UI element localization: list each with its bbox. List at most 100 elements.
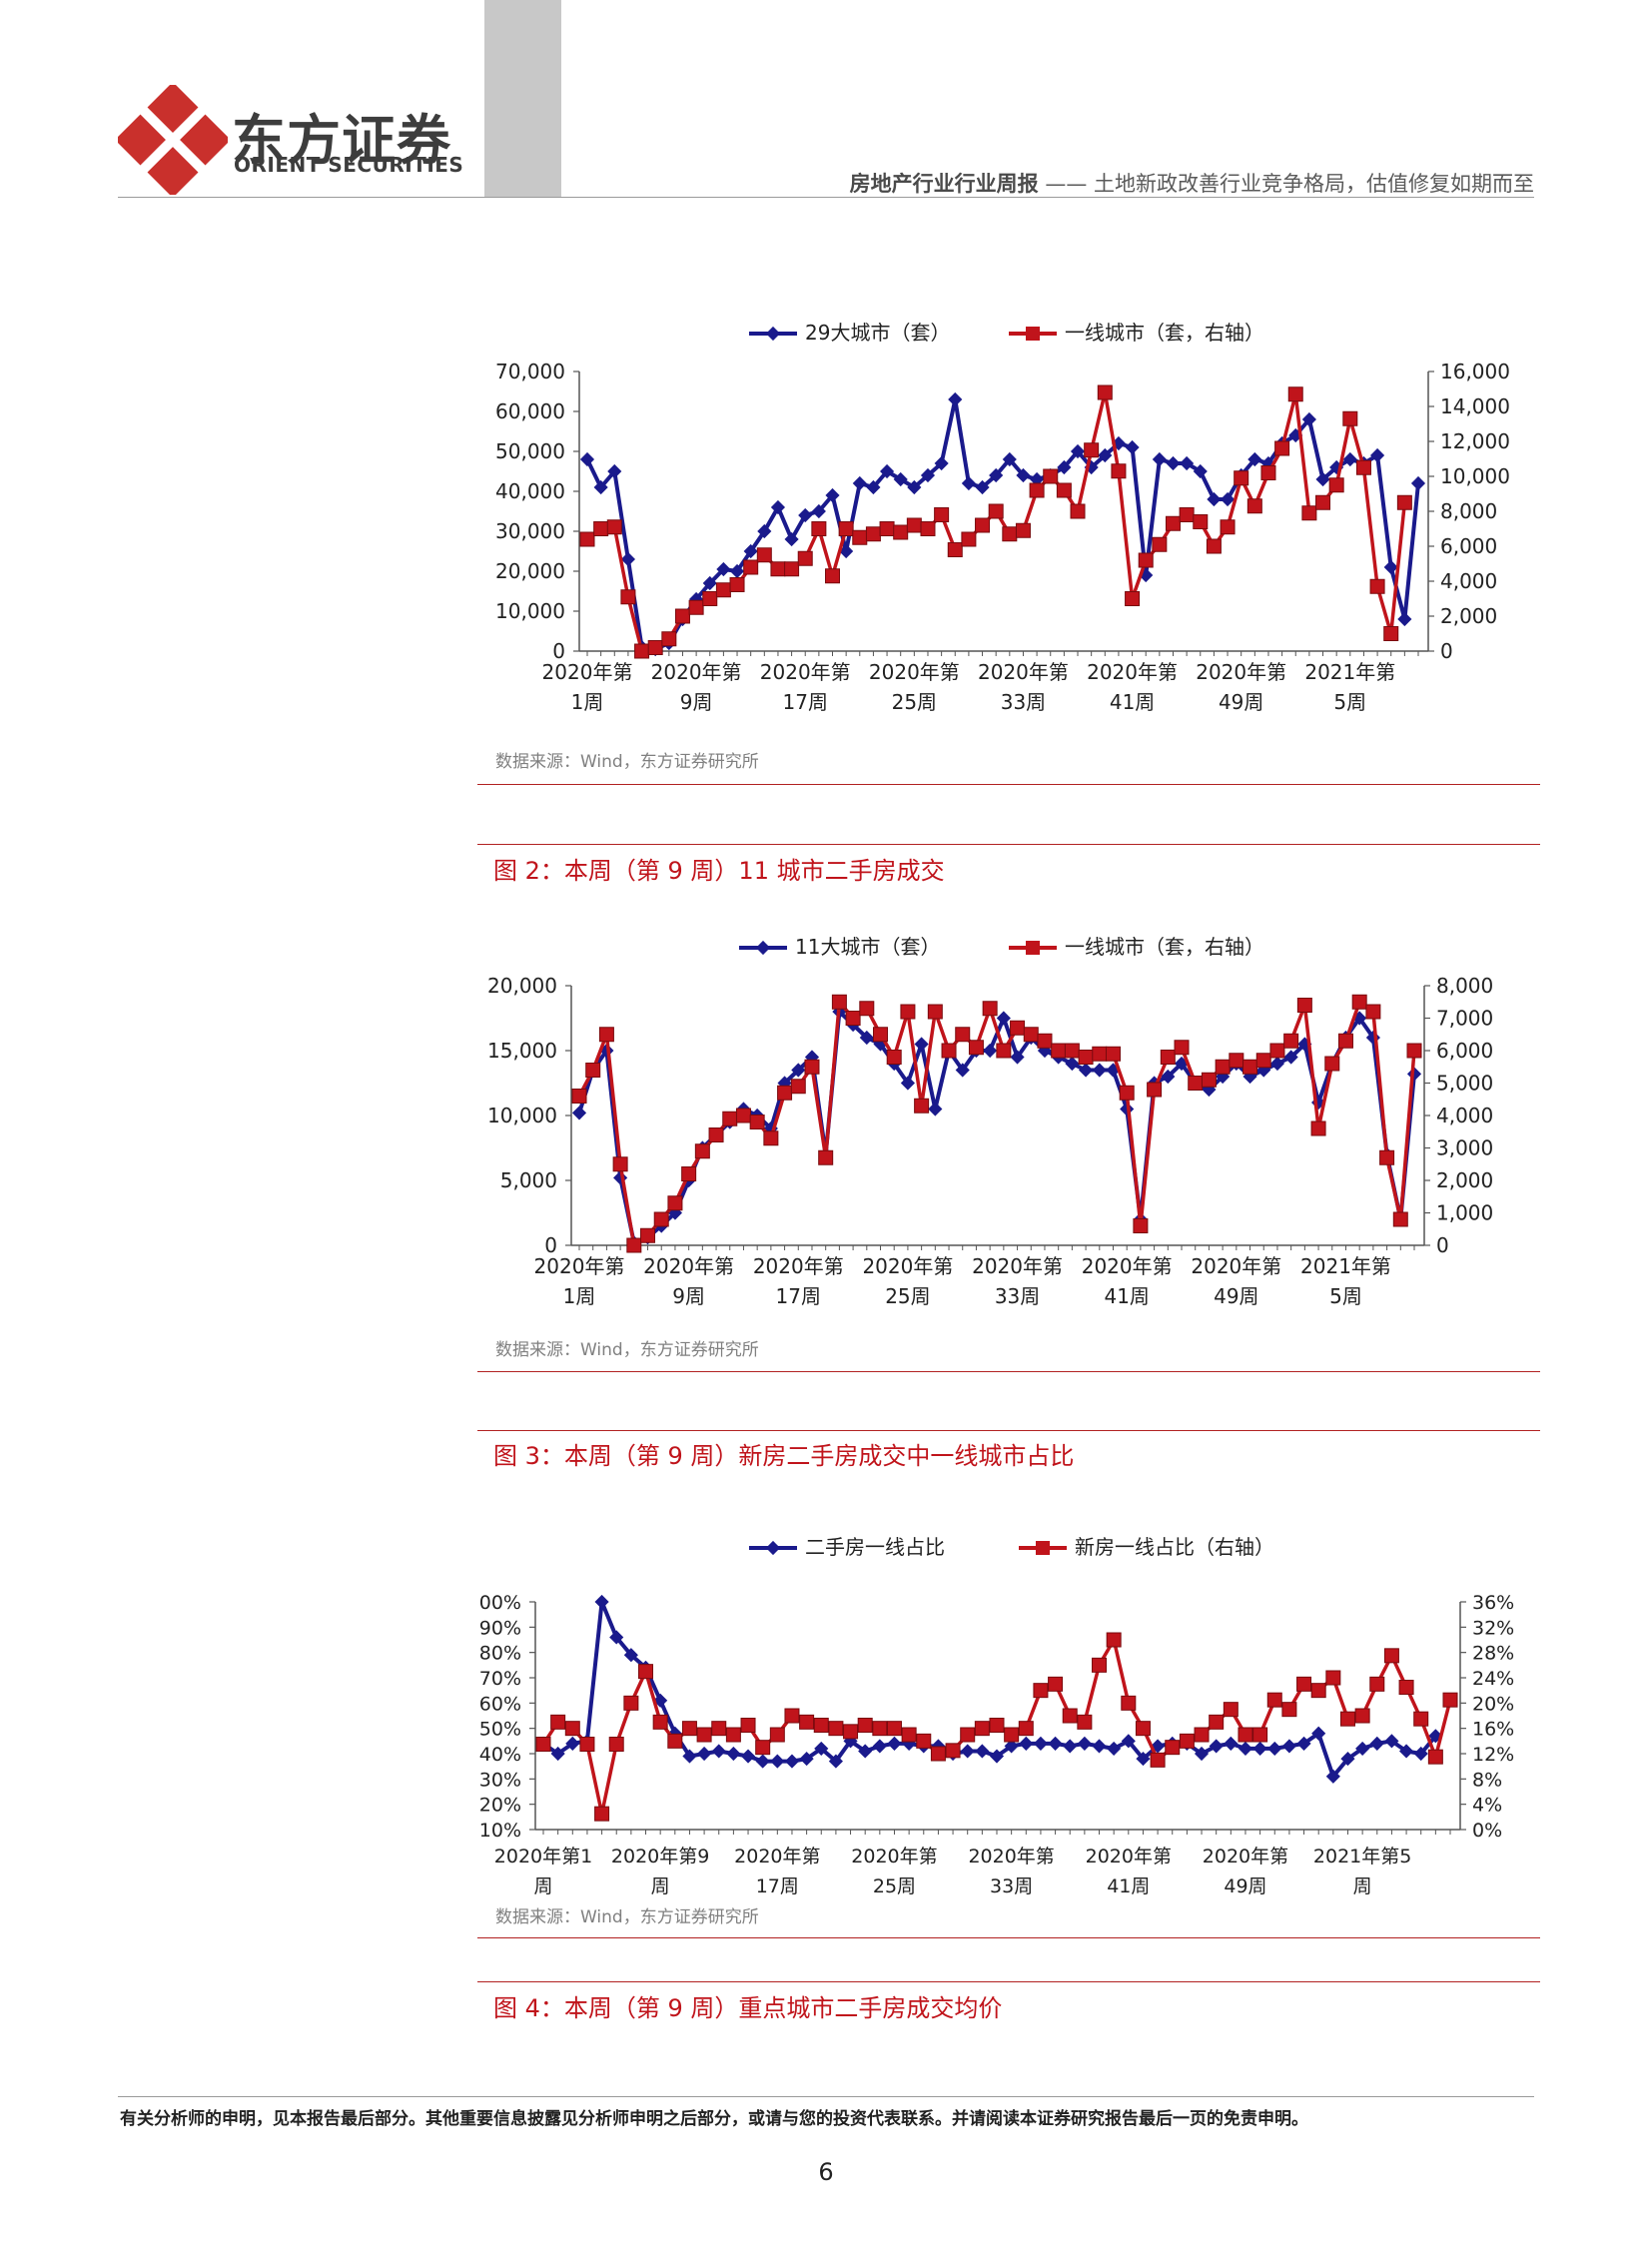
- data-point-red: [1147, 1082, 1163, 1098]
- x-tick-label-line2: 33周: [995, 1284, 1040, 1308]
- x-tick-label-line2: 25周: [873, 1875, 916, 1897]
- y-left-tick-label: 50,000: [495, 439, 565, 463]
- y-left-tick-label: 80%: [479, 1643, 521, 1665]
- data-point-red: [825, 568, 841, 584]
- data-point-blue: [1079, 1063, 1094, 1078]
- y-left-tick-label: 70%: [479, 1668, 521, 1690]
- y-left-tick-label: 100%: [479, 1592, 521, 1614]
- y-right-tick-label: 12,000: [1440, 429, 1510, 453]
- data-point-blue: [975, 479, 990, 495]
- y-right-tick-label: 8%: [1472, 1769, 1502, 1791]
- data-point-red: [708, 1127, 724, 1142]
- data-point-red: [1392, 1211, 1408, 1227]
- y-left-tick-label: 40,000: [495, 479, 565, 503]
- data-point-blue: [1224, 1736, 1239, 1751]
- data-point-red: [1369, 578, 1385, 594]
- x-tick-label-line2: 49周: [1224, 1875, 1266, 1897]
- data-point-red: [920, 521, 936, 536]
- data-point-red: [755, 1740, 771, 1756]
- data-point-blue: [1004, 1739, 1019, 1754]
- data-point-red: [763, 1130, 779, 1146]
- data-point-red: [702, 591, 718, 606]
- chart-2-container: 0 5,000 10,000 15,000 20,000 0 1,000 2,000 3,000…: [479, 924, 1554, 1318]
- data-point-red: [900, 1004, 916, 1020]
- data-point-blue: [1207, 491, 1222, 507]
- x-tick-label-line1: 2020年第: [1196, 660, 1286, 684]
- data-point-red: [1287, 386, 1303, 402]
- y-right-tick-label: 36%: [1472, 1592, 1514, 1614]
- data-point-red: [1324, 1056, 1340, 1072]
- data-point-blue: [770, 1754, 785, 1769]
- x-tick-label-line1: 2020年第: [862, 1254, 953, 1278]
- x-tick-label-line2: 49周: [1214, 1284, 1258, 1308]
- data-point-blue: [1092, 1739, 1107, 1754]
- data-point-red: [667, 1195, 683, 1211]
- x-tick-label-line2: 41周: [1110, 690, 1155, 714]
- data-point-blue: [858, 1744, 873, 1759]
- data-point-red: [1133, 1218, 1149, 1233]
- data-point-blue: [1209, 1739, 1224, 1754]
- x-tick-label-line2: 9周: [680, 690, 713, 714]
- chart-2-source: 数据来源：Wind，东方证券研究所: [495, 1340, 759, 1360]
- y-left-tick-label: 0: [552, 639, 565, 663]
- data-point-red: [740, 1718, 756, 1733]
- data-point-blue: [1010, 1050, 1025, 1065]
- y-right-tick-label: 3,000: [1436, 1136, 1493, 1160]
- data-point-blue: [1065, 1056, 1080, 1072]
- y-right-tick-label: 6,000: [1440, 534, 1497, 558]
- data-point-blue: [1369, 1736, 1384, 1751]
- data-point-red: [729, 577, 745, 592]
- data-point-red: [735, 1108, 751, 1123]
- data-point-red: [1033, 1683, 1049, 1699]
- figure-3-title: 图 3：本周（第 9 周）新房二手房成交中一线城市占比: [493, 1442, 1075, 1470]
- data-point-red: [927, 1004, 943, 1020]
- data-point-blue: [1252, 1741, 1267, 1757]
- data-point-red: [1064, 1043, 1080, 1059]
- data-point-red: [696, 1727, 712, 1743]
- data-point-red: [968, 1040, 984, 1056]
- data-point-blue: [579, 451, 595, 467]
- data-point-red: [989, 1718, 1005, 1733]
- data-point-red: [1004, 1727, 1020, 1743]
- x-tick-label-line1: 2020年第: [651, 660, 742, 684]
- report-type: 房地产行业行业周报: [849, 172, 1039, 196]
- y-left-tick-label: 15,000: [487, 1039, 557, 1063]
- data-point-red: [620, 589, 636, 605]
- x-tick-label-line2: 17周: [783, 690, 828, 714]
- chart-11-cities-second-hand-sales: 0 5,000 10,000 15,000 20,000 0 1,000 2,000 3,000…: [487, 935, 1493, 1308]
- data-point-red: [1077, 1714, 1093, 1730]
- data-point-red: [813, 1718, 829, 1733]
- data-point-red: [638, 1664, 654, 1680]
- data-point-blue: [989, 1749, 1005, 1764]
- legend-marker-red: [1026, 327, 1040, 341]
- data-point-red: [1174, 1040, 1190, 1056]
- data-point-red: [612, 1156, 628, 1172]
- x-tick-label-line2: 41周: [1104, 1284, 1149, 1308]
- data-point-blue: [740, 1749, 756, 1764]
- data-point-blue: [697, 1746, 712, 1762]
- data-point-blue: [1092, 1063, 1107, 1078]
- data-point-red: [1056, 482, 1072, 498]
- report-subtitle: 土地新政改善行业竞争格局，估值修复如期而至: [1094, 172, 1534, 196]
- data-point-red: [955, 1027, 971, 1043]
- data-point-red: [722, 1111, 738, 1126]
- data-point-red: [1283, 1033, 1299, 1049]
- data-point-red: [941, 1043, 957, 1059]
- data-point-red: [859, 1001, 875, 1017]
- y-right-tick-label: 5,000: [1436, 1072, 1493, 1096]
- data-point-red: [1339, 1711, 1355, 1727]
- data-point-red: [1111, 463, 1127, 479]
- data-point-blue: [961, 475, 976, 491]
- data-point-red: [694, 1143, 710, 1159]
- data-point-blue: [814, 1741, 829, 1757]
- data-point-red: [1150, 1752, 1166, 1768]
- x-tick-label-line2: 周: [651, 1875, 670, 1897]
- data-point-red: [1002, 526, 1018, 542]
- x-tick-label-line2: 周: [1353, 1875, 1372, 1897]
- data-point-red: [593, 521, 609, 536]
- data-point-blue: [1410, 475, 1426, 491]
- x-tick-label-line1: 2020年第1: [494, 1846, 592, 1868]
- y-right-tick-label: 16,000: [1440, 360, 1510, 383]
- data-point-red: [1379, 1149, 1395, 1165]
- data-point-red: [1365, 1004, 1381, 1020]
